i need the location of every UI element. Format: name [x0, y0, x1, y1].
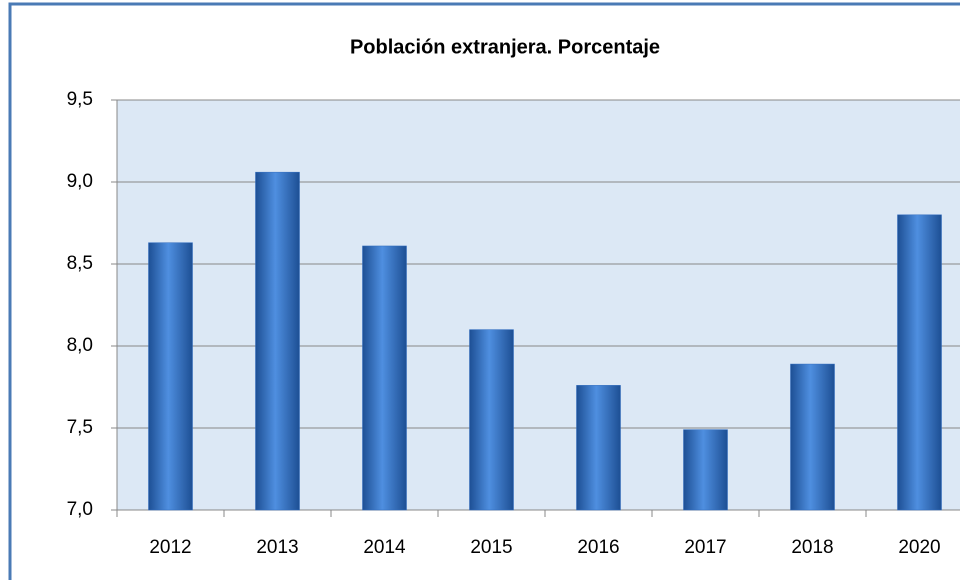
x-tick-label: 2012: [149, 537, 191, 558]
x-tick-label: 2015: [470, 537, 512, 558]
y-tick-label: 7,5: [67, 417, 93, 438]
bar: [469, 329, 514, 511]
y-tick-label: 8,5: [67, 253, 93, 274]
x-tick-label: 2017: [684, 537, 726, 558]
bar: [576, 385, 621, 511]
bar: [897, 214, 942, 511]
y-tick-label: 7,0: [67, 499, 93, 520]
bar: [790, 363, 835, 511]
bar: [255, 171, 300, 511]
y-tick-label: 8,0: [67, 335, 93, 356]
chart-title: Población extranjera. Porcentaje: [350, 36, 660, 58]
x-tick-label: 2018: [791, 537, 833, 558]
y-tick-label: 9,5: [67, 89, 93, 110]
bar: [683, 429, 728, 511]
y-tick-label: 9,0: [67, 171, 93, 192]
bar: [362, 245, 407, 511]
x-tick-label: 2013: [256, 537, 298, 558]
x-tick-label: 2014: [363, 537, 406, 558]
x-tick-label: 2020: [898, 537, 940, 558]
bar: [148, 242, 193, 511]
x-tick-label: 2016: [577, 537, 619, 558]
